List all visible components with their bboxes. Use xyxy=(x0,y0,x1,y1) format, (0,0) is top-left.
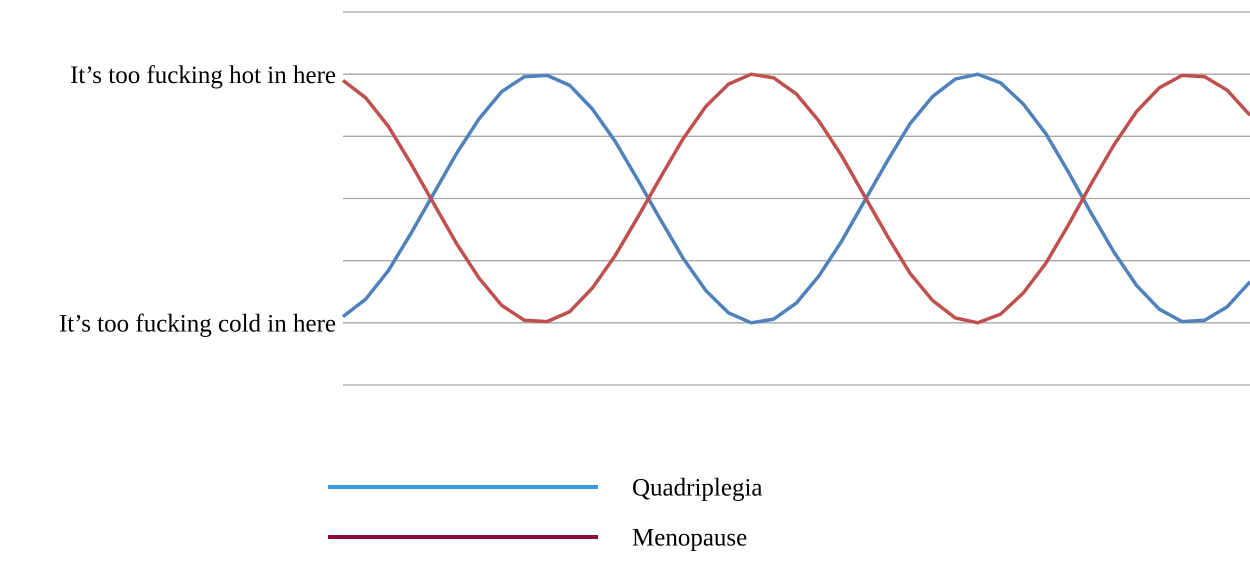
legend-label: Quadriplegia xyxy=(632,475,763,502)
y-tick-label: It’s too fucking hot in here xyxy=(70,62,336,89)
series-line xyxy=(341,72,1250,325)
legend-label: Menopause xyxy=(632,525,747,552)
y-tick-label: It’s too fucking cold in here xyxy=(59,311,336,338)
series-line xyxy=(341,72,1250,325)
